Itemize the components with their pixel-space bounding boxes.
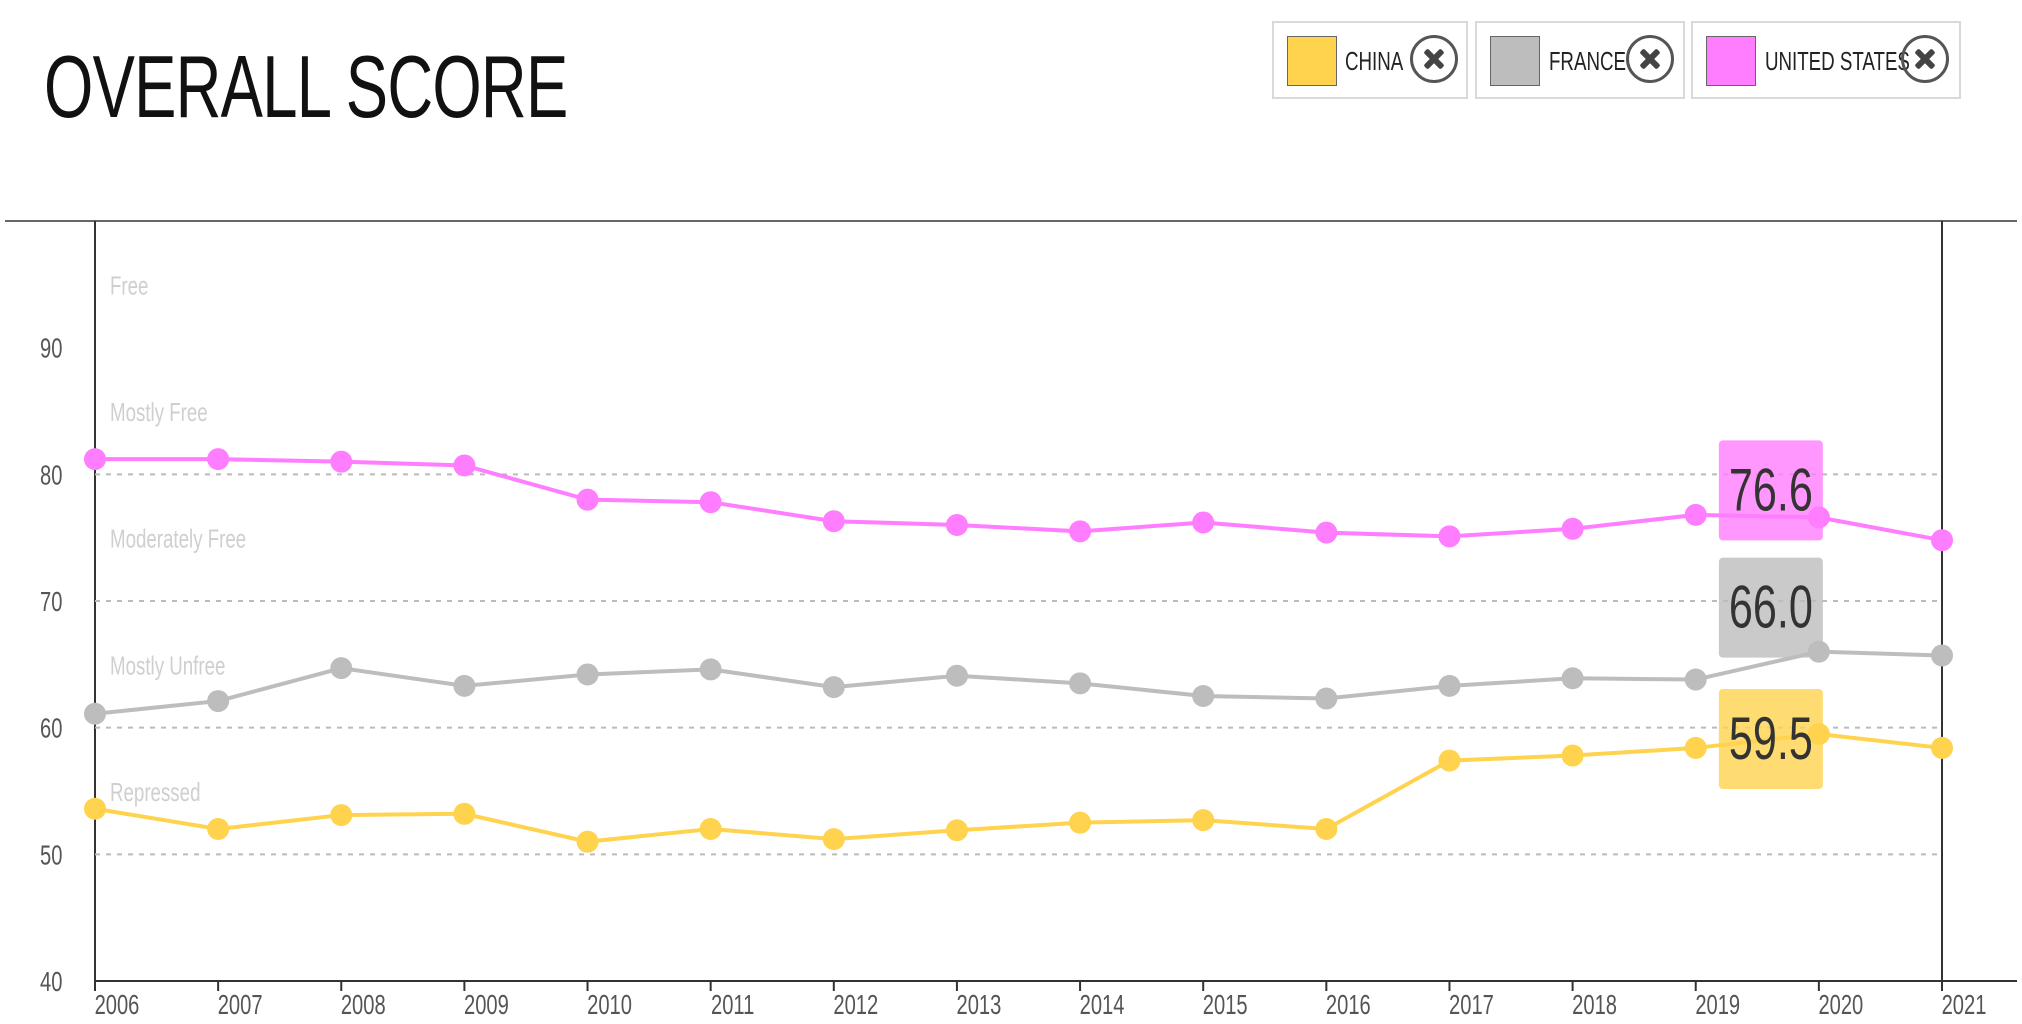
data-point bbox=[207, 448, 230, 471]
data-point bbox=[207, 818, 230, 840]
data-point bbox=[945, 514, 968, 536]
y-tick-label: 60 bbox=[40, 714, 62, 745]
data-point bbox=[1561, 744, 1584, 767]
data-point bbox=[1192, 511, 1215, 534]
data-point bbox=[1315, 818, 1338, 840]
data-point bbox=[1315, 687, 1338, 710]
data-point bbox=[330, 804, 353, 827]
band-label: Mostly Unfree bbox=[110, 650, 225, 680]
data-point bbox=[207, 690, 230, 713]
y-tick-label: 70 bbox=[40, 587, 62, 618]
y-tick-label: 40 bbox=[40, 967, 62, 998]
value-highlight-label: 66.0 bbox=[1729, 575, 1813, 642]
data-point bbox=[1931, 529, 1953, 552]
data-point bbox=[1438, 749, 1461, 772]
series-line bbox=[94, 649, 1943, 716]
value-highlight-label: 59.5 bbox=[1729, 706, 1813, 773]
legend-label: CHINA bbox=[1345, 46, 1404, 76]
data-point bbox=[1561, 517, 1584, 540]
data-point bbox=[576, 663, 599, 686]
data-point bbox=[1069, 520, 1092, 543]
y-tick-label: 50 bbox=[40, 840, 62, 871]
data-point bbox=[1069, 811, 1092, 834]
band-label: Repressed bbox=[110, 777, 200, 807]
france-swatch bbox=[1490, 36, 1540, 86]
x-tick-label: 2009 bbox=[464, 990, 509, 1021]
data-point bbox=[453, 802, 476, 825]
data-point bbox=[699, 818, 722, 840]
x-tick-label: 2007 bbox=[218, 990, 263, 1021]
data-point bbox=[576, 488, 599, 511]
legend-label: UNITED STATES bbox=[1765, 46, 1910, 76]
x-tick-label: 2015 bbox=[1203, 990, 1248, 1021]
x-tick-label: 2017 bbox=[1449, 990, 1494, 1021]
data-point bbox=[453, 674, 476, 697]
legend-item-france[interactable]: FRANCE bbox=[1475, 21, 1685, 99]
data-point bbox=[84, 702, 106, 725]
data-point bbox=[453, 454, 476, 477]
data-point bbox=[822, 510, 845, 533]
data-point bbox=[84, 448, 106, 471]
data-point bbox=[822, 676, 845, 699]
china-swatch bbox=[1287, 36, 1337, 86]
legend-label: FRANCE bbox=[1549, 46, 1626, 76]
y-tick-label: 80 bbox=[40, 460, 62, 491]
data-point bbox=[1438, 674, 1461, 697]
y-tick-label: 90 bbox=[40, 334, 62, 365]
data-point bbox=[1684, 736, 1707, 759]
x-tick-label: 2010 bbox=[587, 990, 632, 1021]
series-line bbox=[94, 731, 1943, 844]
united-states-swatch bbox=[1706, 36, 1756, 86]
series-line bbox=[95, 457, 1943, 543]
data-point bbox=[1438, 525, 1461, 548]
close-icon[interactable] bbox=[1901, 35, 1949, 83]
value-highlight-box bbox=[1718, 440, 1823, 541]
x-tick-label: 2006 bbox=[95, 990, 140, 1021]
x-tick-label: 2019 bbox=[1695, 990, 1740, 1021]
data-point bbox=[1931, 736, 1953, 759]
x-tick-label: 2014 bbox=[1080, 990, 1125, 1021]
legend-item-china[interactable]: CHINA bbox=[1272, 21, 1468, 99]
value-highlight-box bbox=[1718, 557, 1823, 658]
x-tick-label: 2016 bbox=[1326, 990, 1371, 1021]
data-point bbox=[1561, 667, 1584, 690]
data-point bbox=[1315, 521, 1338, 544]
data-point bbox=[1192, 685, 1215, 707]
data-point bbox=[945, 664, 968, 687]
close-icon[interactable] bbox=[1410, 35, 1458, 83]
value-highlight-box bbox=[1718, 689, 1823, 789]
page-title: OVERALL SCORE bbox=[44, 37, 568, 136]
data-point bbox=[330, 657, 353, 680]
x-tick-label: 2018 bbox=[1572, 990, 1617, 1021]
legend-item-united-states[interactable]: UNITED STATES bbox=[1691, 21, 1961, 99]
data-point bbox=[330, 450, 353, 473]
data-point bbox=[576, 830, 599, 853]
data-point bbox=[1192, 809, 1215, 832]
data-point bbox=[699, 491, 722, 514]
x-tick-label: 2020 bbox=[1818, 990, 1863, 1021]
data-point bbox=[1684, 503, 1707, 526]
band-label: Free bbox=[110, 270, 148, 300]
data-point bbox=[822, 828, 845, 851]
close-icon[interactable] bbox=[1626, 35, 1674, 83]
data-point bbox=[1931, 644, 1953, 667]
data-point bbox=[945, 819, 968, 842]
data-point bbox=[1684, 668, 1707, 691]
x-tick-label: 2008 bbox=[341, 990, 386, 1021]
value-highlight-label: 76.6 bbox=[1729, 458, 1813, 525]
x-tick-label: 2012 bbox=[833, 990, 878, 1021]
band-label: Mostly Free bbox=[110, 397, 208, 427]
x-tick-label: 2013 bbox=[957, 990, 1002, 1021]
data-point bbox=[699, 658, 722, 681]
x-tick-label: 2011 bbox=[711, 990, 754, 1021]
data-point bbox=[84, 797, 106, 820]
band-label: Moderately Free bbox=[110, 524, 246, 554]
x-tick-label: 2021 bbox=[1942, 990, 1987, 1021]
data-point bbox=[1069, 672, 1092, 695]
